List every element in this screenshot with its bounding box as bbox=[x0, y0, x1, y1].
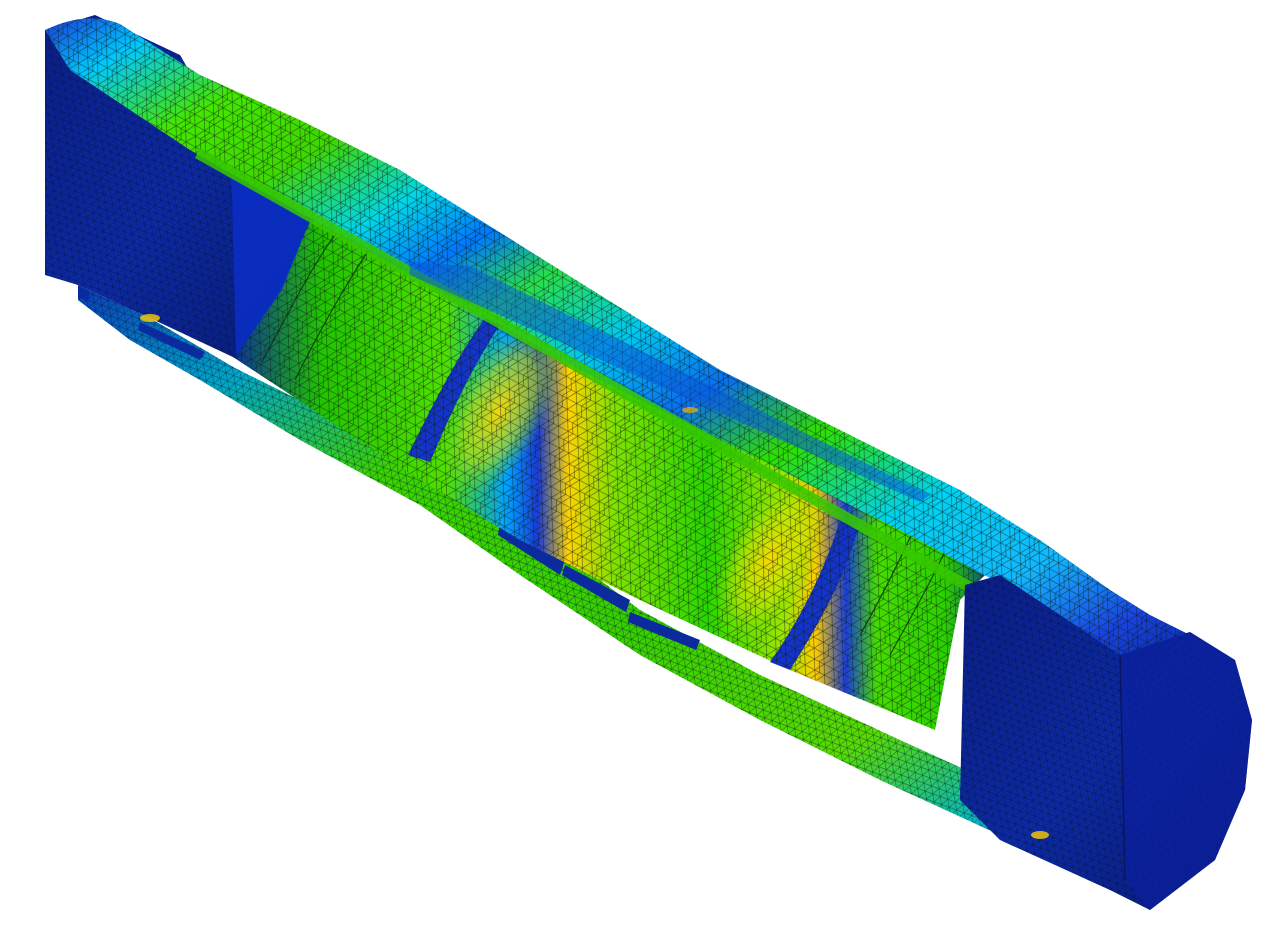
inner-bore bbox=[230, 215, 1000, 730]
right-end-cap bbox=[960, 575, 1252, 910]
top-rim bbox=[45, 18, 1190, 672]
stress-hotspots bbox=[140, 314, 1049, 839]
lower-outer-wall bbox=[78, 285, 1130, 890]
